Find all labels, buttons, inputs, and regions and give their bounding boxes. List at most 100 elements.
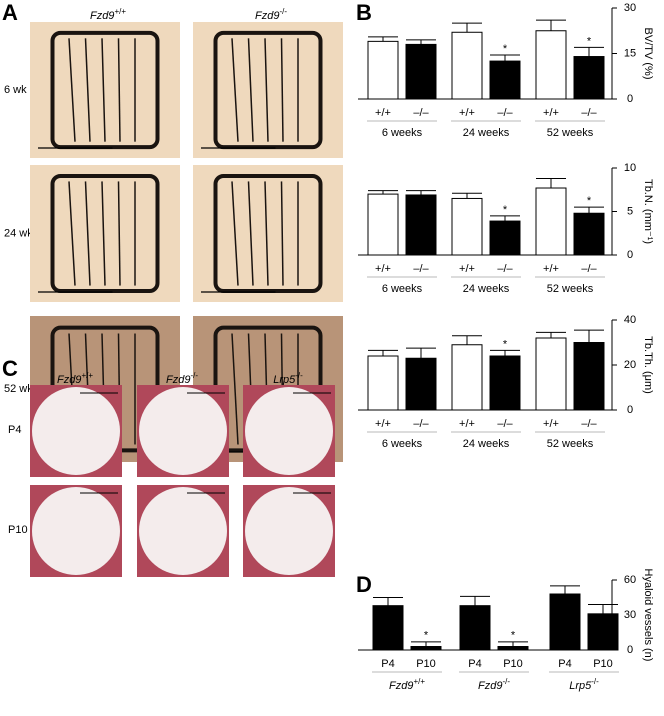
trabecula bbox=[117, 181, 121, 286]
bar bbox=[451, 31, 483, 100]
group-label: 24 weeks bbox=[463, 127, 510, 139]
bar bbox=[367, 193, 399, 256]
y-tick-label: 30 bbox=[624, 2, 636, 14]
significance: * bbox=[503, 43, 508, 55]
lens bbox=[139, 487, 227, 575]
trabecula bbox=[117, 38, 121, 142]
x-tick-label: P10 bbox=[416, 658, 436, 670]
bar bbox=[372, 605, 404, 651]
significance: * bbox=[503, 204, 508, 216]
row-label: P10 bbox=[8, 524, 28, 536]
trabecula bbox=[264, 38, 269, 142]
group-label: Lrp5-/- bbox=[569, 677, 599, 692]
x-tick-label: +/+ bbox=[459, 107, 475, 119]
bar bbox=[535, 187, 567, 256]
gene: Fzd9 bbox=[90, 10, 114, 22]
bar bbox=[587, 613, 619, 651]
bar bbox=[451, 344, 483, 411]
y-tick-label: 40 bbox=[624, 314, 636, 326]
significance: * bbox=[511, 630, 516, 642]
bar bbox=[489, 60, 521, 100]
trabecula bbox=[247, 181, 254, 286]
x-tick-label: –/– bbox=[497, 107, 513, 119]
lens bbox=[32, 487, 120, 575]
row-label: 52 wk bbox=[4, 383, 33, 395]
bar bbox=[451, 197, 483, 256]
gene: Fzd9 bbox=[57, 374, 81, 386]
trabecula bbox=[84, 181, 91, 286]
gene: Fzd9 bbox=[478, 680, 502, 692]
y-tick-label: 0 bbox=[627, 249, 633, 261]
gene: Fzd9 bbox=[389, 680, 413, 692]
group-label: 6 weeks bbox=[382, 283, 423, 295]
column-label: Fzd9-/- bbox=[166, 371, 198, 386]
bone-outline bbox=[213, 173, 323, 294]
column-label: Fzd9-/- bbox=[255, 7, 287, 22]
significance: * bbox=[587, 35, 592, 47]
lens bbox=[245, 487, 333, 575]
trabecula bbox=[264, 181, 269, 286]
y-tick-label: 0 bbox=[627, 404, 633, 416]
bar bbox=[573, 56, 605, 100]
trabecula bbox=[101, 38, 106, 142]
y-axis-label: Hyaloid vessels (n) bbox=[642, 569, 654, 662]
trabecula bbox=[247, 38, 254, 142]
panel-letter: B bbox=[356, 0, 372, 25]
gene: Lrp5 bbox=[569, 680, 592, 692]
trabecula bbox=[231, 181, 239, 286]
y-axis-label: Tb.Th. (μm) bbox=[642, 336, 654, 394]
group-label: 52 weeks bbox=[547, 283, 594, 295]
bar bbox=[367, 40, 399, 100]
gene: Lrp5 bbox=[273, 374, 296, 386]
gene: Fzd9 bbox=[255, 10, 279, 22]
group-label: 52 weeks bbox=[547, 127, 594, 139]
trabecula bbox=[101, 181, 106, 286]
x-tick-label: –/– bbox=[413, 107, 429, 119]
lens bbox=[139, 387, 227, 475]
bar bbox=[459, 605, 491, 651]
bar bbox=[367, 355, 399, 411]
group-label: 6 weeks bbox=[382, 438, 423, 450]
x-tick-label: –/– bbox=[581, 418, 597, 430]
x-tick-label: +/+ bbox=[543, 263, 559, 275]
bar bbox=[573, 342, 605, 411]
group-label: 24 weeks bbox=[463, 438, 510, 450]
trabecula bbox=[68, 38, 76, 142]
x-tick-label: +/+ bbox=[375, 263, 391, 275]
y-tick-label: 20 bbox=[624, 359, 636, 371]
panel-letter: D bbox=[356, 572, 372, 597]
bar bbox=[549, 593, 581, 651]
row-label: 6 wk bbox=[4, 84, 27, 96]
bar bbox=[405, 43, 437, 100]
bone-outline bbox=[50, 30, 160, 150]
gene: Fzd9 bbox=[166, 374, 190, 386]
bar bbox=[410, 646, 442, 651]
genotype: -/- bbox=[295, 371, 303, 380]
row-label: 24 wk bbox=[4, 227, 33, 239]
y-axis-label: BV/TV (%) bbox=[642, 28, 654, 80]
trabecula bbox=[84, 38, 91, 142]
trabecula bbox=[231, 333, 239, 445]
x-tick-label: +/+ bbox=[459, 263, 475, 275]
y-tick-label: 0 bbox=[627, 93, 633, 105]
trabecula bbox=[231, 38, 239, 142]
x-tick-label: –/– bbox=[581, 263, 597, 275]
bar bbox=[489, 220, 521, 256]
panel-letter: C bbox=[2, 356, 18, 381]
bar bbox=[573, 212, 605, 256]
x-tick-label: –/– bbox=[581, 107, 597, 119]
group-label: 6 weeks bbox=[382, 127, 423, 139]
x-tick-label: P4 bbox=[558, 658, 571, 670]
y-axis-label: Tb.N. (mm⁻¹) bbox=[642, 179, 654, 244]
genotype: -/- bbox=[502, 677, 510, 686]
y-tick-label: 15 bbox=[624, 47, 636, 59]
column-label: Fzd9+/+ bbox=[90, 7, 126, 22]
y-tick-label: 0 bbox=[627, 644, 633, 656]
significance: * bbox=[503, 338, 508, 350]
bar bbox=[497, 646, 529, 651]
genotype: +/+ bbox=[81, 371, 93, 380]
trabecula bbox=[280, 38, 284, 142]
x-tick-label: P10 bbox=[593, 658, 613, 670]
x-tick-label: +/+ bbox=[543, 418, 559, 430]
